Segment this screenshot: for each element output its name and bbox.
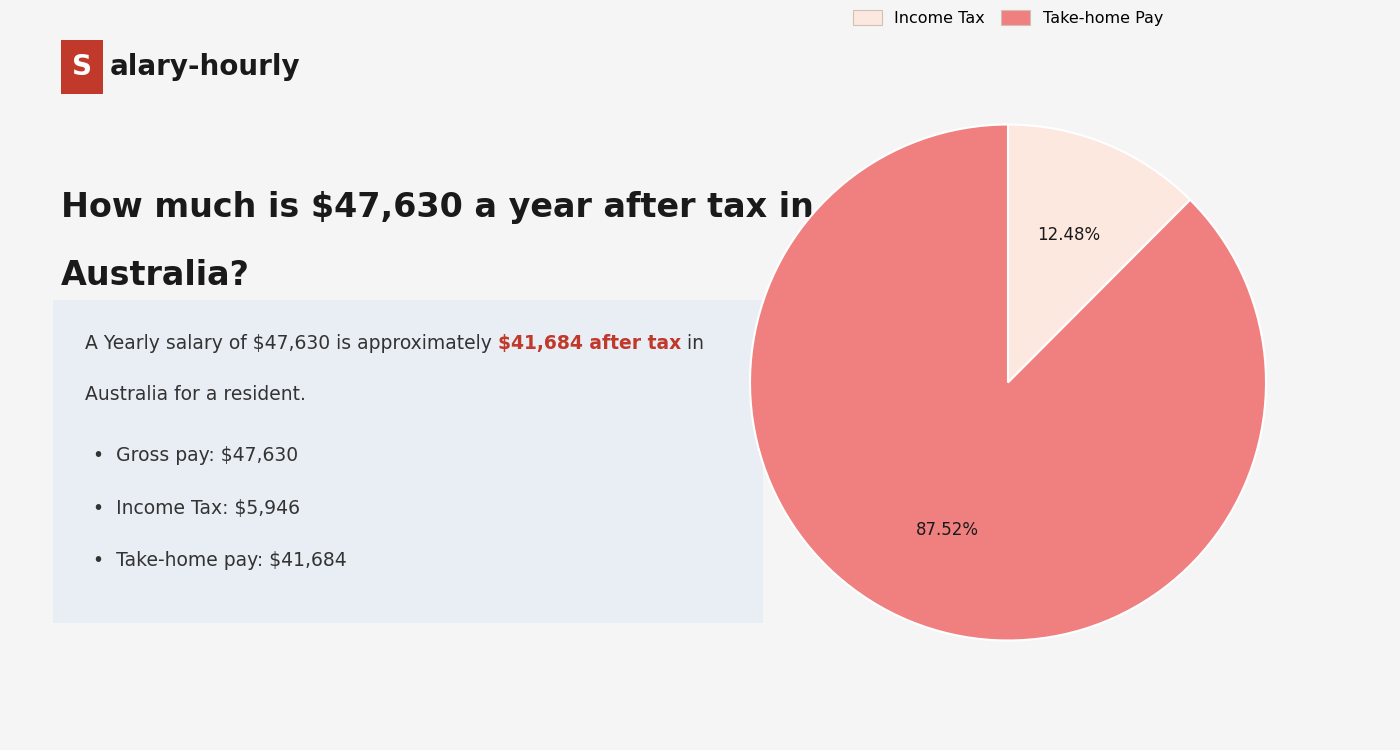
Text: •  Income Tax: $5,946: • Income Tax: $5,946 bbox=[94, 499, 301, 517]
Text: A Yearly salary of $47,630 is approximately: A Yearly salary of $47,630 is approximat… bbox=[85, 334, 498, 352]
FancyBboxPatch shape bbox=[53, 300, 763, 622]
Wedge shape bbox=[1008, 124, 1190, 382]
Text: S: S bbox=[71, 53, 92, 81]
Wedge shape bbox=[750, 124, 1266, 640]
Text: in: in bbox=[682, 334, 704, 352]
Text: •  Gross pay: $47,630: • Gross pay: $47,630 bbox=[94, 446, 298, 465]
Text: $41,684 after tax: $41,684 after tax bbox=[498, 334, 682, 352]
Text: 87.52%: 87.52% bbox=[916, 521, 979, 539]
Legend: Income Tax, Take-home Pay: Income Tax, Take-home Pay bbox=[847, 4, 1169, 32]
Text: Australia?: Australia? bbox=[62, 259, 249, 292]
FancyBboxPatch shape bbox=[62, 40, 104, 94]
Text: •  Take-home pay: $41,684: • Take-home pay: $41,684 bbox=[94, 551, 347, 570]
Text: alary-hourly: alary-hourly bbox=[109, 53, 300, 81]
Text: Australia for a resident.: Australia for a resident. bbox=[85, 385, 307, 404]
Text: 12.48%: 12.48% bbox=[1037, 226, 1100, 244]
Text: How much is $47,630 a year after tax in: How much is $47,630 a year after tax in bbox=[62, 191, 813, 224]
